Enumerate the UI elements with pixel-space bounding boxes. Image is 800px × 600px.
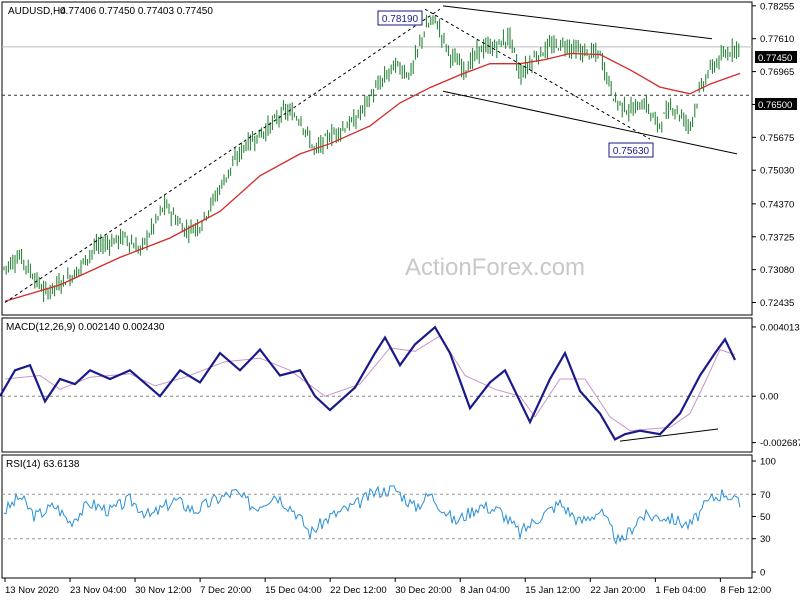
time-tick-label: 23 Nov 04:00 [70, 585, 127, 596]
rsi-tick-label: 50 [760, 512, 771, 523]
time-tick-label: 15 Dec 04:00 [265, 585, 322, 596]
level-price-badge: 0.76500 [755, 98, 797, 111]
dashed-trend-line [4, 8, 441, 303]
macd-label: MACD(12,26,9) 0.002140 0.002430 [6, 322, 165, 333]
macd-panel-frame [1, 317, 753, 453]
price-tick-label: 0.73080 [760, 265, 794, 276]
symbol-label: AUDUSD,H4 [8, 6, 66, 17]
rsi-level-lines [2, 493, 752, 540]
time-tick-label: 22 Jan 20:00 [590, 585, 645, 596]
rsi-label: RSI(14) 63.6138 [6, 459, 80, 470]
dashed-trend-line [424, 8, 651, 140]
time-tick-label: 15 Jan 12:00 [525, 585, 580, 596]
macd-tick-label: 0.00 [760, 392, 779, 403]
macd-line [0, 325, 736, 441]
trend-lines [4, 5, 738, 303]
macd-trend-line [619, 428, 719, 442]
ohlc-values: 0.77406 0.77450 0.77403 0.77450 [60, 6, 213, 17]
price-tick-label: 0.73725 [760, 232, 794, 243]
macd-axis-ticks: 0.004013 0.00 -0.002687 [752, 322, 800, 449]
time-tick-label: 7 Dec 20:00 [200, 585, 251, 596]
level-price-label: 0.76500 [758, 100, 792, 111]
price-bars [3, 14, 740, 302]
current-price-badge: 0.77450 [755, 51, 797, 64]
rsi-tick-label: 100 [760, 457, 776, 468]
channel-trend-line [442, 5, 713, 40]
time-tick-label: 1 Feb 04:00 [655, 585, 706, 596]
rsi-line [3, 485, 741, 545]
watermark: ActionForex.com [405, 254, 585, 281]
channel-trend-line [442, 90, 738, 155]
time-tick-label: 22 Dec 12:00 [330, 585, 387, 596]
rsi-axis-ticks: 100 70 50 30 0 [752, 457, 776, 579]
macd-tick-label: 0.004013 [760, 322, 800, 333]
price-tick-label: 0.75030 [760, 166, 794, 177]
time-axis-ticks: 13 Nov 2020 23 Nov 04:00 30 Nov 12:00 7 Dec… [4, 578, 771, 596]
time-tick-label: 8 Feb 12:00 [720, 585, 771, 596]
price-panel-frame [1, 1, 753, 316]
moving-average-line [4, 52, 741, 302]
time-tick-label: 30 Dec 20:00 [395, 585, 452, 596]
time-tick-label: 13 Nov 2020 [5, 585, 59, 596]
price-tick-label: 0.74370 [760, 199, 794, 210]
price-tick-label: 0.78255 [760, 1, 794, 12]
high-annotation: 0.78190 [377, 10, 423, 26]
high-annotation-label: 0.78190 [382, 14, 419, 25]
rsi-tick-label: 0 [760, 568, 765, 579]
low-annotation: 0.75630 [608, 142, 654, 158]
rsi-panel-frame [1, 454, 753, 579]
macd-signal-line [4, 335, 736, 432]
current-price-label: 0.77450 [758, 53, 792, 64]
price-tick-label: 0.72435 [760, 298, 794, 309]
time-tick-label: 30 Nov 12:00 [135, 585, 192, 596]
macd-tick-label: -0.002687 [760, 438, 800, 449]
rsi-tick-label: 70 [760, 490, 771, 501]
price-tick-label: 0.75675 [760, 133, 794, 144]
price-axis-ticks: 0.782550.776100.769650.763200.756750.750… [752, 1, 794, 309]
rsi-tick-label: 30 [760, 534, 771, 545]
price-tick-label: 0.77610 [760, 34, 794, 45]
time-tick-label: 8 Jan 04:00 [460, 585, 510, 596]
low-annotation-label: 0.75630 [613, 146, 650, 157]
price-reference-lines [2, 46, 752, 96]
price-tick-label: 0.76965 [760, 67, 794, 78]
